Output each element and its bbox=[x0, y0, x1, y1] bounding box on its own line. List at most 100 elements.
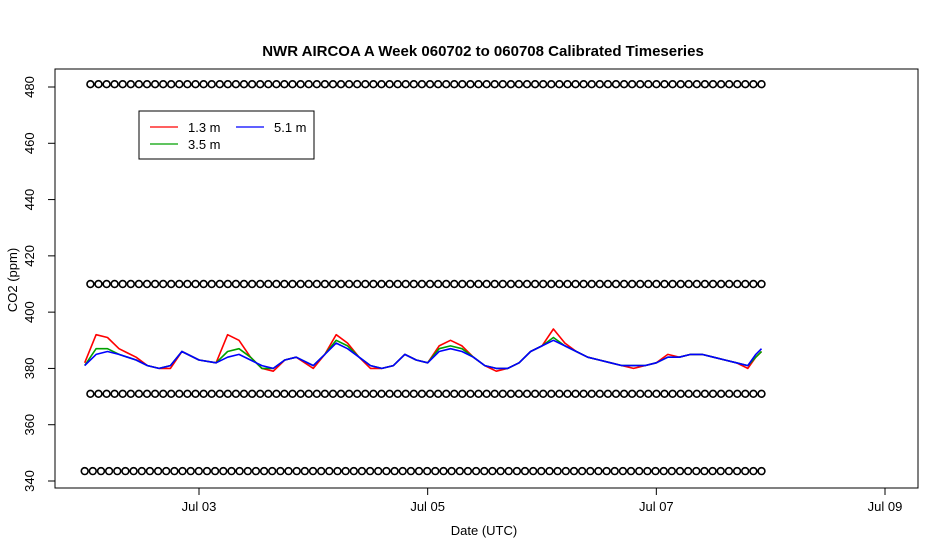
status-marker bbox=[393, 389, 402, 398]
status-marker bbox=[88, 466, 98, 476]
status-marker bbox=[401, 389, 410, 398]
status-marker bbox=[102, 389, 111, 398]
status-marker bbox=[498, 79, 507, 89]
status-marker bbox=[749, 279, 758, 289]
status-marker bbox=[264, 389, 273, 398]
status-marker bbox=[207, 79, 216, 89]
status-marker bbox=[442, 79, 451, 89]
status-marker bbox=[635, 389, 645, 398]
status-marker bbox=[288, 79, 297, 89]
status-marker bbox=[488, 466, 497, 476]
status-marker bbox=[276, 466, 285, 476]
status-marker bbox=[150, 279, 160, 289]
status-marker bbox=[199, 279, 208, 289]
status-marker bbox=[118, 79, 127, 89]
status-marker bbox=[425, 79, 435, 89]
status-marker bbox=[595, 389, 604, 398]
status-marker bbox=[506, 389, 516, 398]
status-marker bbox=[159, 389, 168, 398]
status-marker bbox=[692, 389, 701, 398]
status-marker bbox=[651, 466, 660, 476]
status-marker bbox=[264, 79, 273, 89]
status-marker bbox=[579, 389, 588, 398]
status-marker bbox=[708, 279, 718, 289]
status-marker bbox=[652, 79, 661, 89]
y-axis: 340 360 380 400 420 440 460 480 bbox=[22, 76, 56, 492]
status-marker bbox=[514, 79, 524, 89]
status-marker bbox=[414, 466, 424, 476]
status-marker bbox=[611, 279, 621, 289]
status-marker bbox=[320, 389, 330, 398]
status-marker bbox=[170, 466, 179, 476]
status-marker bbox=[749, 466, 758, 476]
status-marker bbox=[733, 79, 742, 89]
status-marker bbox=[618, 466, 628, 476]
status-marker bbox=[239, 389, 249, 398]
status-marker bbox=[104, 466, 114, 476]
status-marker bbox=[522, 389, 532, 398]
status-marker bbox=[186, 466, 195, 476]
status-marker bbox=[118, 389, 127, 398]
status-marker bbox=[137, 466, 147, 476]
status-marker bbox=[385, 79, 394, 89]
status-marker bbox=[555, 279, 564, 289]
status-marker bbox=[627, 79, 637, 89]
status-marker bbox=[741, 79, 750, 89]
status-marker bbox=[86, 79, 95, 89]
status-marker bbox=[142, 389, 152, 398]
status-marker bbox=[406, 466, 416, 476]
status-marker bbox=[504, 466, 513, 476]
status-marker bbox=[700, 79, 710, 89]
status-marker bbox=[547, 279, 556, 289]
status-marker bbox=[652, 279, 661, 289]
status-marker bbox=[268, 466, 277, 476]
status-marker bbox=[223, 79, 233, 89]
status-marker bbox=[490, 279, 499, 289]
status-marker bbox=[102, 279, 111, 289]
status-marker bbox=[175, 389, 184, 398]
status-marker bbox=[251, 466, 261, 476]
status-marker bbox=[749, 389, 758, 398]
status-marker bbox=[175, 279, 184, 289]
status-marker bbox=[223, 279, 233, 289]
status-marker bbox=[320, 79, 330, 89]
status-marker bbox=[382, 466, 391, 476]
status-marker bbox=[757, 79, 766, 89]
status-marker bbox=[134, 389, 144, 398]
status-marker bbox=[280, 279, 289, 289]
status-marker bbox=[288, 389, 297, 398]
x-axis-title: Date (UTC) bbox=[451, 523, 517, 538]
status-marker bbox=[353, 79, 362, 89]
status-marker bbox=[668, 279, 677, 289]
status-marker bbox=[757, 466, 766, 476]
status-marker bbox=[296, 279, 305, 289]
status-marker bbox=[227, 466, 236, 476]
status-marker bbox=[304, 79, 313, 89]
status-marker bbox=[433, 79, 443, 89]
status-marker bbox=[708, 466, 717, 476]
status-marker bbox=[417, 79, 427, 89]
status-marker bbox=[121, 466, 130, 476]
status-marker bbox=[732, 466, 742, 476]
status-marker bbox=[239, 79, 249, 89]
status-marker bbox=[692, 466, 701, 476]
status-marker bbox=[328, 79, 338, 89]
status-marker bbox=[474, 279, 483, 289]
status-marker bbox=[377, 279, 386, 289]
status-marker bbox=[749, 79, 758, 89]
status-marker bbox=[199, 389, 208, 398]
status-marker bbox=[627, 279, 637, 289]
status-marker bbox=[284, 466, 293, 476]
status-marker bbox=[425, 279, 435, 289]
status-marker bbox=[733, 389, 742, 398]
status-marker bbox=[619, 79, 629, 89]
status-marker bbox=[288, 279, 297, 289]
status-marker bbox=[466, 279, 475, 289]
status-marker bbox=[587, 389, 596, 398]
status-marker bbox=[741, 389, 750, 398]
status-marker bbox=[610, 466, 619, 476]
y-tick-label: 440 bbox=[22, 189, 37, 211]
status-marker bbox=[740, 466, 750, 476]
y-tick-label: 460 bbox=[22, 132, 37, 154]
status-marker bbox=[643, 466, 652, 476]
